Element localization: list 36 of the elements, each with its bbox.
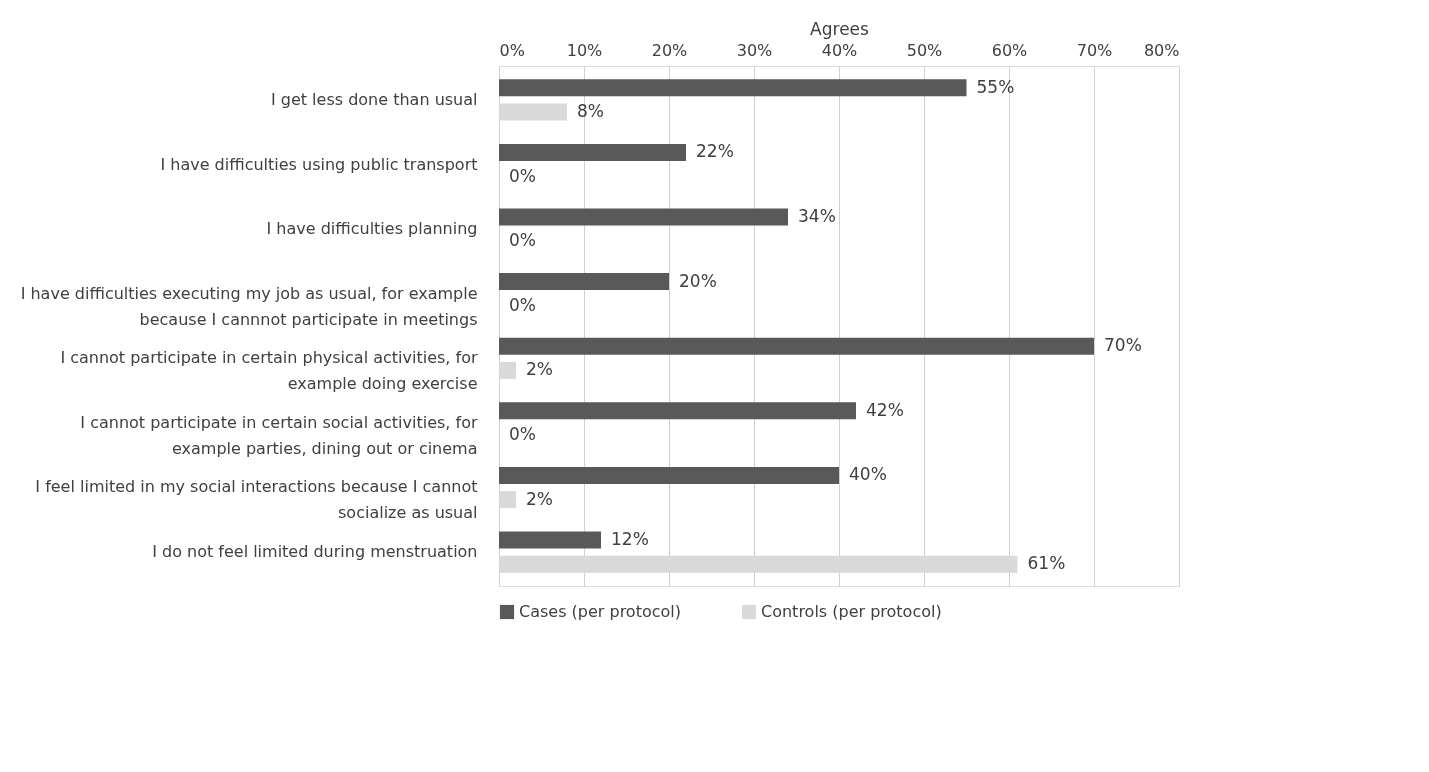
- data-label: 0%: [509, 294, 536, 315]
- data-label: 8%: [577, 101, 604, 122]
- x-tick-label: 0%: [499, 40, 525, 60]
- legend-label: Cases (per protocol): [519, 602, 681, 621]
- x-tick-label: 40%: [821, 40, 858, 60]
- data-label: 61%: [1027, 553, 1066, 574]
- y-tick-label: I have difficulties executing my job as usual, for example because I cannnot participate in meetings: [20, 283, 478, 329]
- data-label: 12%: [611, 528, 649, 549]
- data-label: 42%: [866, 399, 904, 420]
- x-tick-label: 80%: [1143, 40, 1180, 60]
- legend-label: Controls (per protocol): [761, 602, 942, 621]
- x-tick-label: 60%: [991, 40, 1028, 60]
- data-label: 55%: [976, 76, 1015, 97]
- data-label: 0%: [509, 165, 536, 186]
- y-tick-label: I get less done than usual: [270, 89, 478, 109]
- x-tick-label: 30%: [736, 40, 773, 60]
- x-tick-label: 20%: [651, 40, 688, 60]
- data-label: 40%: [849, 464, 887, 485]
- x-axis-title: Agrees: [810, 18, 870, 39]
- data-label: 22%: [696, 141, 734, 162]
- x-tick-label: 10%: [566, 40, 603, 60]
- y-tick-label: I have difficulties using public transport: [160, 154, 478, 174]
- data-label: 2%: [526, 359, 553, 380]
- y-tick-label: I do not feel limited during menstruation: [152, 542, 478, 562]
- data-label: 2%: [526, 488, 553, 509]
- data-label: 0%: [509, 424, 536, 445]
- data-label: 34%: [798, 205, 836, 226]
- x-tick-label: 70%: [1076, 40, 1113, 60]
- x-tick-label: 50%: [906, 40, 943, 60]
- data-label: 0%: [509, 230, 536, 251]
- y-tick-label: I have difficulties planning: [266, 219, 478, 239]
- y-tick-label: I feel limited in my social interactions because I cannot socialize as usual: [35, 477, 478, 523]
- data-label: 20%: [679, 270, 717, 291]
- y-tick-label: I cannot participate in certain social activities, for example parties, dining out or cinema: [80, 412, 478, 458]
- y-tick-label: I cannot participate in certain physical activities, for example doing exercise: [60, 348, 478, 394]
- data-label: 70%: [1104, 335, 1142, 356]
